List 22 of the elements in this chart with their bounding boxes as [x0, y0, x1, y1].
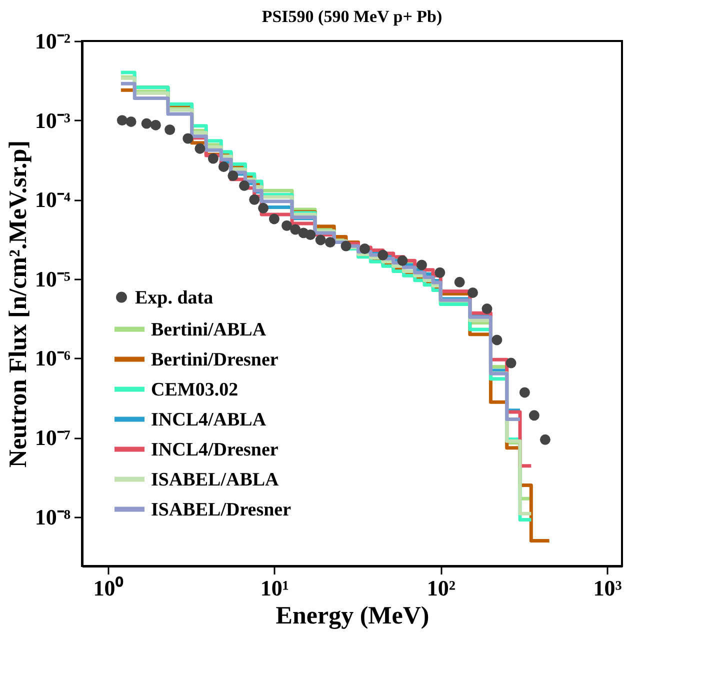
- legend-label: CEM03.02: [151, 379, 238, 400]
- y-axis-title: Neutron Flux [n/cm².MeV.sr.p]: [4, 140, 32, 468]
- y-tick-label: 10⁻⁵: [34, 266, 71, 292]
- legend-label: Exp. data: [135, 287, 214, 308]
- x-tick-label: 10²: [426, 576, 456, 600]
- y-tick-label: 10⁻⁴: [34, 187, 71, 212]
- x-axis-title: Energy (MeV): [276, 602, 430, 630]
- legend-label: Bertini/Dresner: [151, 349, 279, 370]
- y-tick-label: 10⁻⁸: [34, 504, 71, 530]
- x-tick-label: 10³: [593, 576, 622, 600]
- x-tick-label: 10⁰: [93, 576, 124, 600]
- legend-label: ISABEL/Dresner: [151, 499, 292, 520]
- chart-title: PSI590 (590 MeV p+ Pb): [262, 7, 442, 26]
- legend-label: ISABEL/ABLA: [151, 469, 280, 490]
- y-tick-label: 10⁻⁷: [34, 425, 71, 450]
- y-tick-label: 10⁻²: [34, 28, 71, 54]
- x-tick-label: 10¹: [260, 576, 290, 600]
- y-tick-label: 10⁻⁶: [34, 346, 71, 371]
- legend-label: Bertini/ABLA: [151, 319, 266, 340]
- legend-label: INCL4/Dresner: [151, 439, 279, 460]
- legend-label: INCL4/ABLA: [151, 409, 266, 430]
- y-tick-label: 10⁻³: [34, 108, 71, 133]
